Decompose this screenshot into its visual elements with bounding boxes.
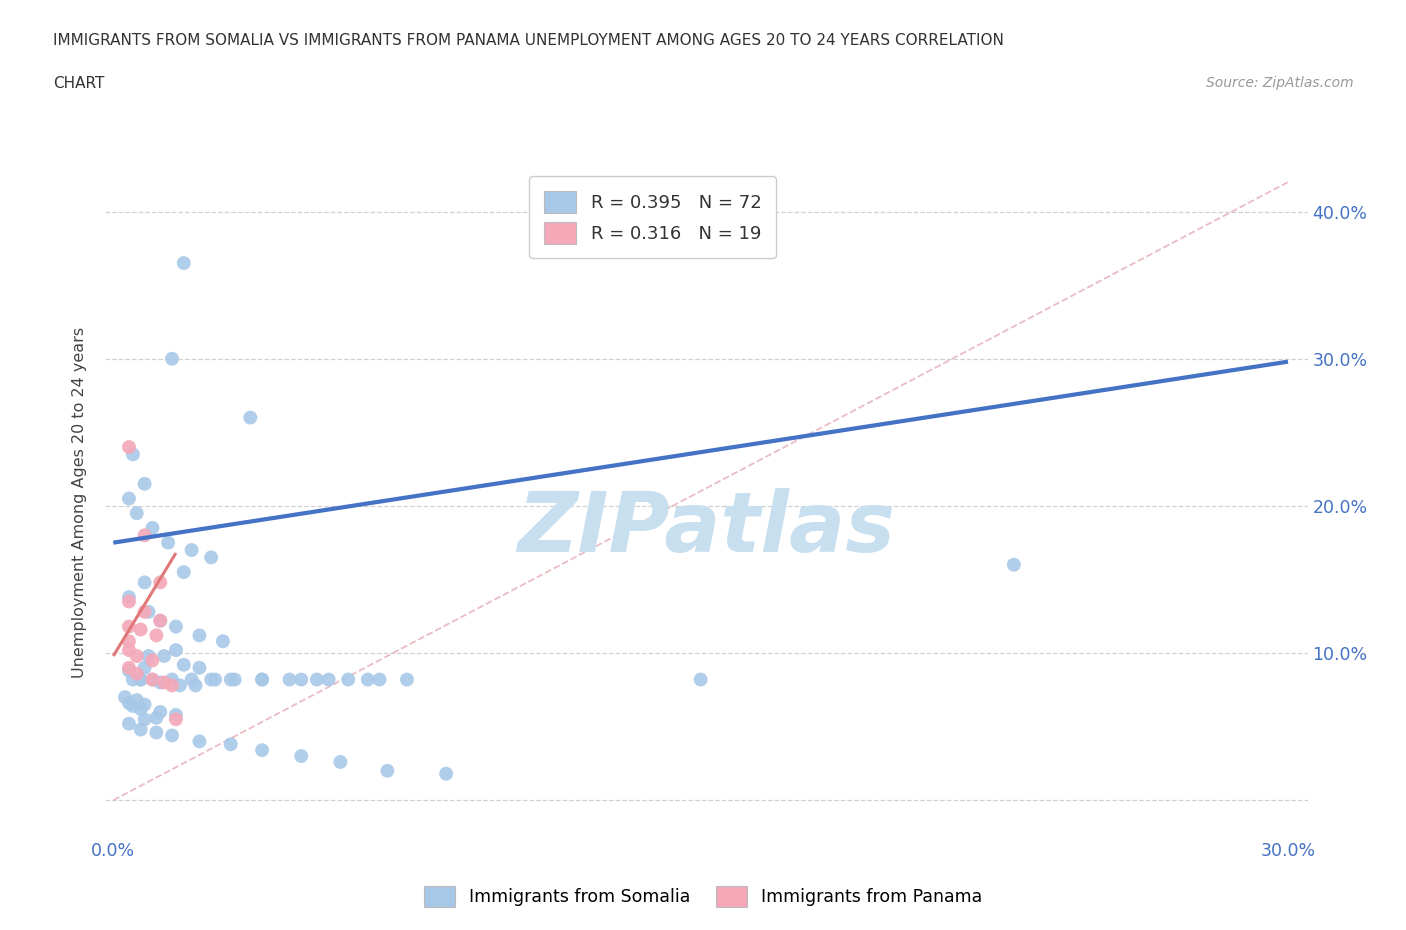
Point bbox=[121, 447, 143, 462]
Point bbox=[377, 764, 399, 778]
Point bbox=[219, 737, 242, 751]
Point bbox=[129, 622, 152, 637]
Point bbox=[149, 675, 172, 690]
Point bbox=[357, 672, 380, 687]
Point bbox=[134, 660, 156, 675]
Point bbox=[138, 604, 160, 619]
Point bbox=[250, 672, 273, 687]
Point bbox=[118, 660, 141, 675]
Point bbox=[145, 628, 167, 643]
Point bbox=[160, 672, 183, 687]
Point bbox=[149, 613, 172, 628]
Point bbox=[188, 660, 211, 675]
Point bbox=[318, 672, 340, 687]
Point bbox=[149, 575, 172, 590]
Point bbox=[134, 711, 156, 726]
Point bbox=[129, 701, 152, 716]
Point bbox=[149, 704, 172, 719]
Point bbox=[204, 672, 226, 687]
Point bbox=[689, 672, 711, 687]
Point bbox=[129, 672, 152, 687]
Point bbox=[125, 666, 148, 681]
Point bbox=[160, 728, 183, 743]
Point bbox=[145, 711, 167, 725]
Point bbox=[118, 634, 141, 649]
Point bbox=[134, 528, 156, 543]
Text: IMMIGRANTS FROM SOMALIA VS IMMIGRANTS FROM PANAMA UNEMPLOYMENT AMONG AGES 20 TO : IMMIGRANTS FROM SOMALIA VS IMMIGRANTS FR… bbox=[53, 33, 1004, 47]
Text: ZIPatlas: ZIPatlas bbox=[517, 488, 896, 569]
Point bbox=[118, 491, 141, 506]
Legend: Immigrants from Somalia, Immigrants from Panama: Immigrants from Somalia, Immigrants from… bbox=[416, 879, 990, 914]
Point bbox=[200, 550, 222, 565]
Point bbox=[134, 604, 156, 619]
Point bbox=[118, 696, 141, 711]
Point bbox=[118, 594, 141, 609]
Point bbox=[165, 643, 187, 658]
Point bbox=[165, 711, 187, 726]
Point bbox=[305, 672, 328, 687]
Point bbox=[200, 672, 222, 687]
Point bbox=[121, 672, 143, 687]
Point bbox=[173, 256, 195, 271]
Point bbox=[239, 410, 262, 425]
Point bbox=[141, 521, 163, 536]
Point bbox=[134, 698, 156, 712]
Point bbox=[121, 698, 143, 713]
Point bbox=[118, 716, 141, 731]
Point bbox=[250, 743, 273, 758]
Legend: R = 0.395   N = 72, R = 0.316   N = 19: R = 0.395 N = 72, R = 0.316 N = 19 bbox=[529, 177, 776, 259]
Point bbox=[160, 678, 183, 693]
Point bbox=[129, 722, 152, 737]
Point bbox=[118, 643, 141, 658]
Point bbox=[290, 749, 312, 764]
Point bbox=[250, 672, 273, 687]
Point bbox=[141, 672, 163, 687]
Point bbox=[125, 506, 148, 521]
Point bbox=[118, 663, 141, 678]
Point bbox=[173, 565, 195, 579]
Point bbox=[180, 672, 202, 687]
Point bbox=[219, 672, 242, 687]
Point bbox=[149, 613, 172, 628]
Point bbox=[169, 678, 191, 693]
Point bbox=[165, 619, 187, 634]
Point bbox=[141, 672, 163, 687]
Point bbox=[180, 542, 202, 557]
Point bbox=[165, 708, 187, 723]
Point bbox=[141, 653, 163, 668]
Point bbox=[157, 536, 180, 551]
Point bbox=[129, 672, 152, 687]
Point bbox=[118, 440, 141, 455]
Point bbox=[160, 352, 183, 366]
Point bbox=[278, 672, 301, 687]
Point bbox=[395, 672, 418, 687]
Point bbox=[290, 672, 312, 687]
Point bbox=[125, 693, 148, 708]
Point bbox=[184, 678, 207, 693]
Point bbox=[329, 754, 352, 769]
Point bbox=[118, 590, 141, 604]
Point bbox=[134, 575, 156, 590]
Point bbox=[153, 648, 176, 663]
Point bbox=[337, 672, 360, 687]
Point bbox=[188, 734, 211, 749]
Point bbox=[188, 628, 211, 643]
Point bbox=[173, 658, 195, 672]
Point bbox=[125, 648, 148, 663]
Text: Source: ZipAtlas.com: Source: ZipAtlas.com bbox=[1206, 76, 1354, 90]
Point bbox=[153, 675, 176, 690]
Point bbox=[212, 634, 235, 649]
Point bbox=[138, 648, 160, 663]
Y-axis label: Unemployment Among Ages 20 to 24 years: Unemployment Among Ages 20 to 24 years bbox=[72, 326, 87, 678]
Point bbox=[368, 672, 391, 687]
Point bbox=[145, 725, 167, 740]
Text: CHART: CHART bbox=[53, 76, 105, 91]
Point bbox=[118, 619, 141, 634]
Point bbox=[114, 690, 136, 705]
Point bbox=[134, 476, 156, 491]
Point bbox=[434, 766, 457, 781]
Point bbox=[1002, 557, 1025, 572]
Point bbox=[224, 672, 246, 687]
